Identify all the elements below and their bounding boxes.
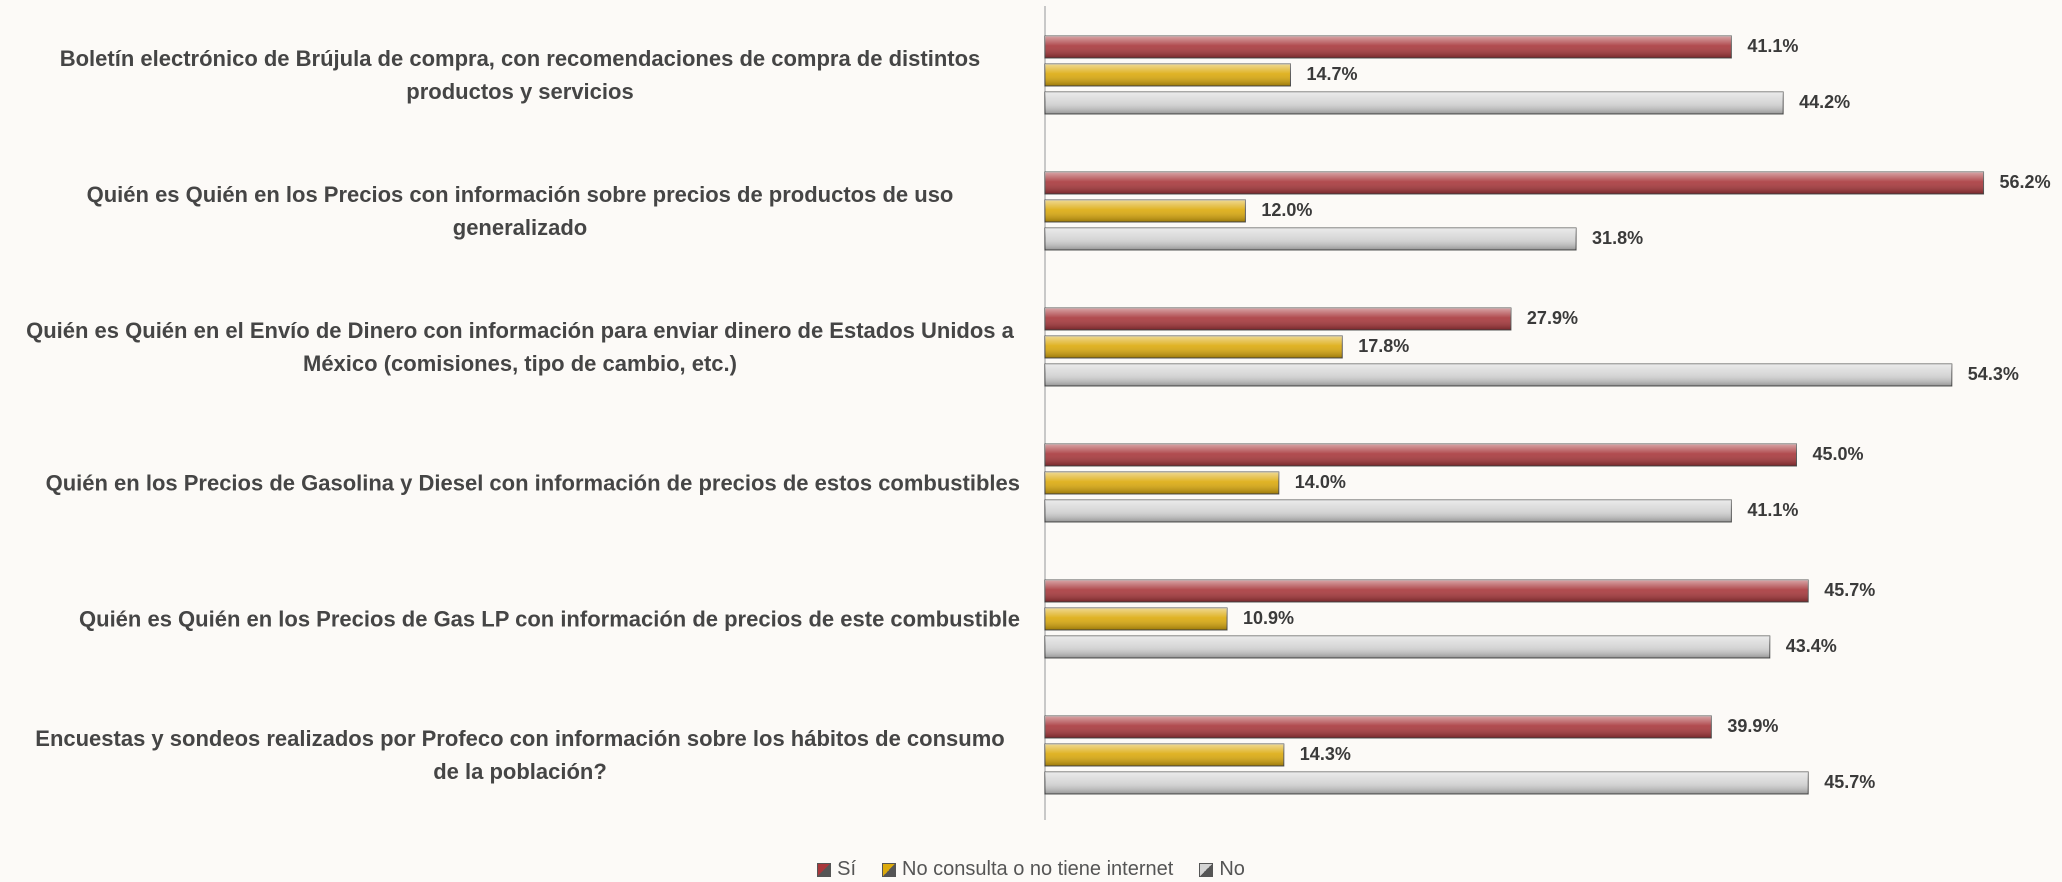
bar-shine [1045, 172, 1984, 194]
data-label: 27.9% [1527, 308, 1578, 328]
legend-swatch [882, 862, 897, 877]
legend-label: No [1219, 858, 1245, 880]
data-label: 43.4% [1786, 636, 1837, 656]
data-label: 31.8% [1592, 228, 1643, 248]
data-label: 41.1% [1747, 500, 1798, 520]
legend-swatch [817, 862, 832, 877]
bar-shine [1045, 336, 1343, 358]
bar-shine [1045, 200, 1246, 222]
data-label: 10.9% [1243, 608, 1294, 628]
bar-shine [1045, 472, 1279, 494]
legend-swatch [1199, 862, 1214, 877]
bar-shine [1045, 308, 1511, 330]
category-label: Encuestas y sondeos realizados por Profe… [0, 722, 1020, 788]
category-text: Boletín electrónico de Brújula de compra… [59, 46, 981, 104]
bar-shine [1045, 64, 1291, 86]
bar-shine [1045, 500, 1732, 522]
data-label: 54.3% [1968, 364, 2019, 384]
data-label: 45.0% [1813, 444, 1864, 464]
legend: Sí No consulta o no tiene internet No [0, 858, 2062, 881]
bar-shine [1045, 636, 1770, 658]
bar-shine [1045, 716, 1712, 738]
data-label: 17.8% [1358, 336, 1409, 356]
data-label: 14.0% [1295, 472, 1346, 492]
category-text: Quién en los Precios de Gasolina y Diese… [45, 470, 1020, 496]
bar-shine [1045, 744, 1284, 766]
legend-item: Sí [817, 858, 856, 881]
legend-item: No consulta o no tiene internet [882, 858, 1173, 881]
data-label: 14.3% [1300, 744, 1351, 764]
legend-label: Sí [837, 858, 857, 880]
bar-shine [1045, 444, 1797, 466]
category-text: Quién es Quién en el Envío de Dinero con… [26, 318, 1014, 376]
data-label: 44.2% [1799, 92, 1850, 112]
data-label: 39.9% [1727, 716, 1778, 736]
legend-label: No consulta o no tiene internet [902, 858, 1174, 880]
bar-shine [1045, 580, 1809, 602]
data-label: 14.7% [1306, 64, 1357, 84]
category-label: Quién en los Precios de Gasolina y Diese… [0, 467, 1020, 500]
category-text: Quién es Quién en los Precios de Gas LP … [79, 606, 1020, 632]
category-label: Quién es Quién en los Precios de Gas LP … [0, 603, 1020, 636]
category-label: Quién es Quién en el Envío de Dinero con… [0, 314, 1020, 380]
data-label: 56.2% [2000, 172, 2051, 192]
data-label: 45.7% [1824, 772, 1875, 792]
bar-shine [1045, 36, 1732, 58]
bar-shine [1045, 772, 1809, 794]
legend-item: No [1199, 858, 1245, 881]
category-label: Quién es Quién en los Precios con inform… [0, 178, 1020, 244]
bar-shine [1045, 608, 1228, 630]
bar-shine [1045, 92, 1784, 114]
bar-shine [1045, 364, 1952, 386]
bar-shine [1045, 228, 1577, 250]
data-label: 41.1% [1747, 36, 1798, 56]
data-label: 45.7% [1824, 580, 1875, 600]
category-label: Boletín electrónico de Brújula de compra… [0, 42, 1020, 108]
category-text: Quién es Quién en los Precios con inform… [86, 182, 954, 240]
category-text: Encuestas y sondeos realizados por Profe… [35, 726, 1005, 784]
data-label: 12.0% [1261, 200, 1312, 220]
